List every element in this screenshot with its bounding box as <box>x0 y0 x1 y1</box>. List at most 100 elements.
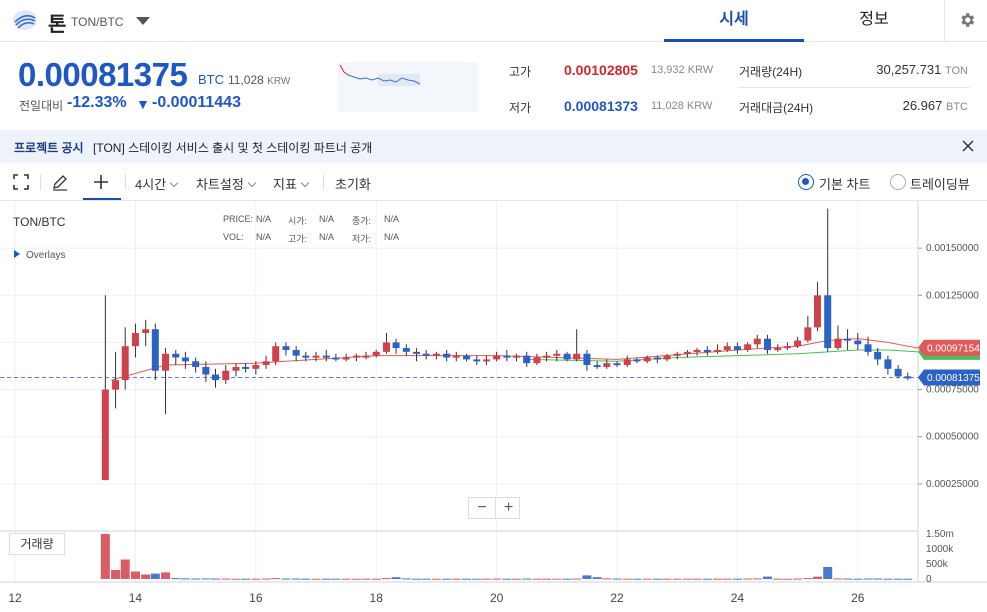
tradingview-label[interactable]: 트레이딩뷰 <box>910 177 970 192</box>
pair-name: TON/BTC <box>71 15 124 29</box>
candlestick-chart-svg[interactable]: 0.00025000 0.00050000 0.00075000 0.00125000… <box>0 201 987 612</box>
change-absolute: -0.00011443 <box>152 94 241 111</box>
pencil-icon[interactable] <box>51 173 69 191</box>
candle-body <box>272 346 280 362</box>
zoom-out-button[interactable]: − <box>477 499 487 516</box>
volume-tick-label: 1.50m <box>926 529 954 540</box>
candle-body <box>683 351 691 354</box>
crosshair-tool-button[interactable] <box>83 163 121 200</box>
volume-bar <box>812 576 822 579</box>
candle-body <box>663 355 671 360</box>
candle-body <box>733 346 741 350</box>
volume-bar <box>221 578 231 580</box>
chart-settings-dropdown[interactable]: 차트설정 <box>196 174 257 193</box>
volume-bar <box>732 578 742 580</box>
volume-bar <box>171 578 181 580</box>
zoom-in-button[interactable]: + <box>495 498 521 518</box>
volume-bar <box>442 578 452 580</box>
volume-bar <box>853 578 863 580</box>
candle-body <box>262 361 270 366</box>
tab-info[interactable]: 정보 <box>859 11 889 28</box>
volume-bar <box>412 578 422 580</box>
candle-body <box>723 346 731 350</box>
candle-body <box>703 349 711 352</box>
candle-body <box>181 357 189 362</box>
indicators-label: 지표 <box>273 177 297 192</box>
candle-body <box>693 349 701 352</box>
current-price-tag-shape <box>918 369 980 386</box>
pair-dropdown-icon[interactable] <box>136 17 150 25</box>
overlays-label: Overlays <box>26 250 66 261</box>
candle-body <box>322 355 330 358</box>
volume-bar <box>201 578 211 580</box>
candle-body <box>503 355 511 358</box>
fullscreen-icon[interactable] <box>12 173 30 191</box>
volume-bar <box>241 578 251 580</box>
volume-bar <box>251 578 261 580</box>
legend-close-label: 종가: <box>352 216 372 226</box>
chart-settings-label: 차트설정 <box>196 177 244 192</box>
amount-24h-unit: BTC <box>946 101 968 113</box>
reset-button[interactable]: 초기화 <box>335 177 371 192</box>
candle-body <box>543 355 551 358</box>
play-triangle-icon <box>14 250 20 258</box>
notice-link[interactable]: [TON] 스테이킹 서비스 출시 및 첫 스테이킹 파트너 공개 <box>93 141 373 155</box>
volume-bar <box>502 578 512 580</box>
volume-24h-label: 거래량(24H) <box>739 65 803 79</box>
volume-bar <box>592 577 602 579</box>
volume-bar <box>100 534 110 579</box>
toolbar-divider <box>323 174 324 190</box>
candle-body <box>121 346 129 381</box>
candle-body <box>332 357 340 360</box>
candle-body <box>844 338 852 341</box>
volume-24h: 30,257.731 TON <box>800 62 968 77</box>
volume-bar <box>662 578 672 580</box>
volume-bar <box>451 578 461 580</box>
low-krw: 11,028 KRW <box>651 100 712 112</box>
candle-body <box>172 353 180 358</box>
volume-bar <box>130 571 140 579</box>
mini-sparkline <box>338 62 478 112</box>
tab-market[interactable]: 시세 <box>664 0 804 42</box>
volume-bar <box>562 578 572 580</box>
indicators-dropdown[interactable]: 지표 <box>273 174 310 193</box>
volume-bar <box>150 573 160 579</box>
volume-tick-label: 500k <box>926 559 949 570</box>
candle-body <box>482 359 490 362</box>
volume-bar <box>682 578 692 580</box>
candle-body <box>452 355 460 358</box>
candle-body <box>362 355 370 358</box>
close-icon[interactable] <box>960 138 976 154</box>
volume-bar <box>773 578 783 580</box>
candle-body <box>613 363 621 366</box>
candle-body <box>463 355 471 360</box>
candle-body <box>382 342 390 352</box>
volume-bar <box>191 578 201 580</box>
interval-dropdown[interactable]: 4시간 <box>135 174 179 193</box>
gear-icon <box>961 13 975 27</box>
candle-body <box>653 357 661 360</box>
basic-chart-radio[interactable] <box>798 174 814 190</box>
candle-body <box>603 363 611 367</box>
settings-button[interactable] <box>944 0 987 42</box>
y-tick-label: 0.00050000 <box>926 432 979 443</box>
candle-body <box>774 348 782 351</box>
candle-body <box>443 353 451 358</box>
legend-open-label: 시가: <box>288 216 308 226</box>
price-chart[interactable]: 0.00025000 0.00050000 0.00075000 0.00125000… <box>0 201 987 612</box>
coin-name: 톤 <box>48 14 67 36</box>
change-percent: -12.33% <box>67 94 127 111</box>
volume-bar <box>642 578 652 580</box>
overlays-toggle[interactable]: Overlays <box>14 250 65 261</box>
candle-body <box>593 365 601 368</box>
candle-body <box>673 353 681 356</box>
high-krw-value: 13,932 <box>651 64 685 76</box>
tradingview-radio[interactable] <box>890 174 906 190</box>
volume-bar <box>572 578 582 580</box>
volume-bar <box>903 578 913 580</box>
candle-body <box>202 366 210 375</box>
down-arrow-icon: ▼ <box>136 96 150 112</box>
basic-chart-label[interactable]: 기본 차트 <box>819 177 871 192</box>
candle-body <box>583 353 591 366</box>
candle-body <box>422 353 430 356</box>
